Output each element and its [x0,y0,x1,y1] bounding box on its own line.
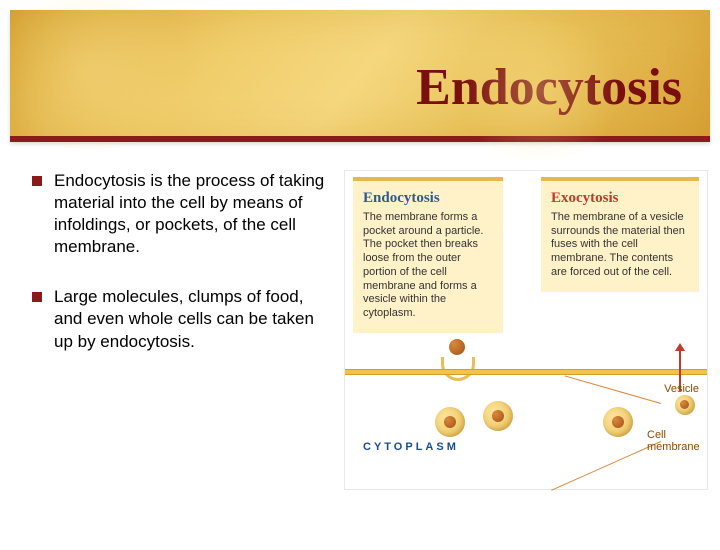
title-banner: Endocytosis [10,10,710,142]
list-item: Endocytosis is the process of taking mat… [32,170,332,258]
list-item: Large molecules, clumps of food, and eve… [32,286,332,352]
bullet-text: Endocytosis is the process of taking mat… [54,170,332,258]
card-heading: Endocytosis [363,189,493,208]
cell-membrane-label: Cell membrane [647,429,699,453]
vesicle-icon [435,407,465,437]
card-heading: Exocytosis [551,189,689,208]
diagram-figure: Endocytosis The membrane forms a pocket … [344,170,708,490]
bullet-square-icon [32,176,42,186]
banner-rule [10,136,710,142]
bullet-text: Large molecules, clumps of food, and eve… [54,286,332,352]
bullet-list: Endocytosis is the process of taking mat… [12,170,332,490]
cell-membrane-line [345,369,707,375]
vesicle-label: Vesicle [664,383,699,395]
vesicle-icon [603,407,633,437]
leader-line [565,375,661,404]
particle-icon [449,339,465,355]
vesicle-small-icon [675,395,695,415]
bullet-square-icon [32,292,42,302]
endocytosis-card: Endocytosis The membrane forms a pocket … [353,177,503,333]
exocytosis-card: Exocytosis The membrane of a vesicle sur… [541,177,699,292]
card-body: The membrane of a vesicle surrounds the … [551,211,689,280]
vesicle-icon [483,401,513,431]
page-title: Endocytosis [416,58,682,117]
card-body: The membrane forms a pocket around a par… [363,211,493,321]
content-row: Endocytosis is the process of taking mat… [0,142,720,490]
leader-line [551,441,661,491]
cytoplasm-label: CYTOPLASM [363,441,459,453]
